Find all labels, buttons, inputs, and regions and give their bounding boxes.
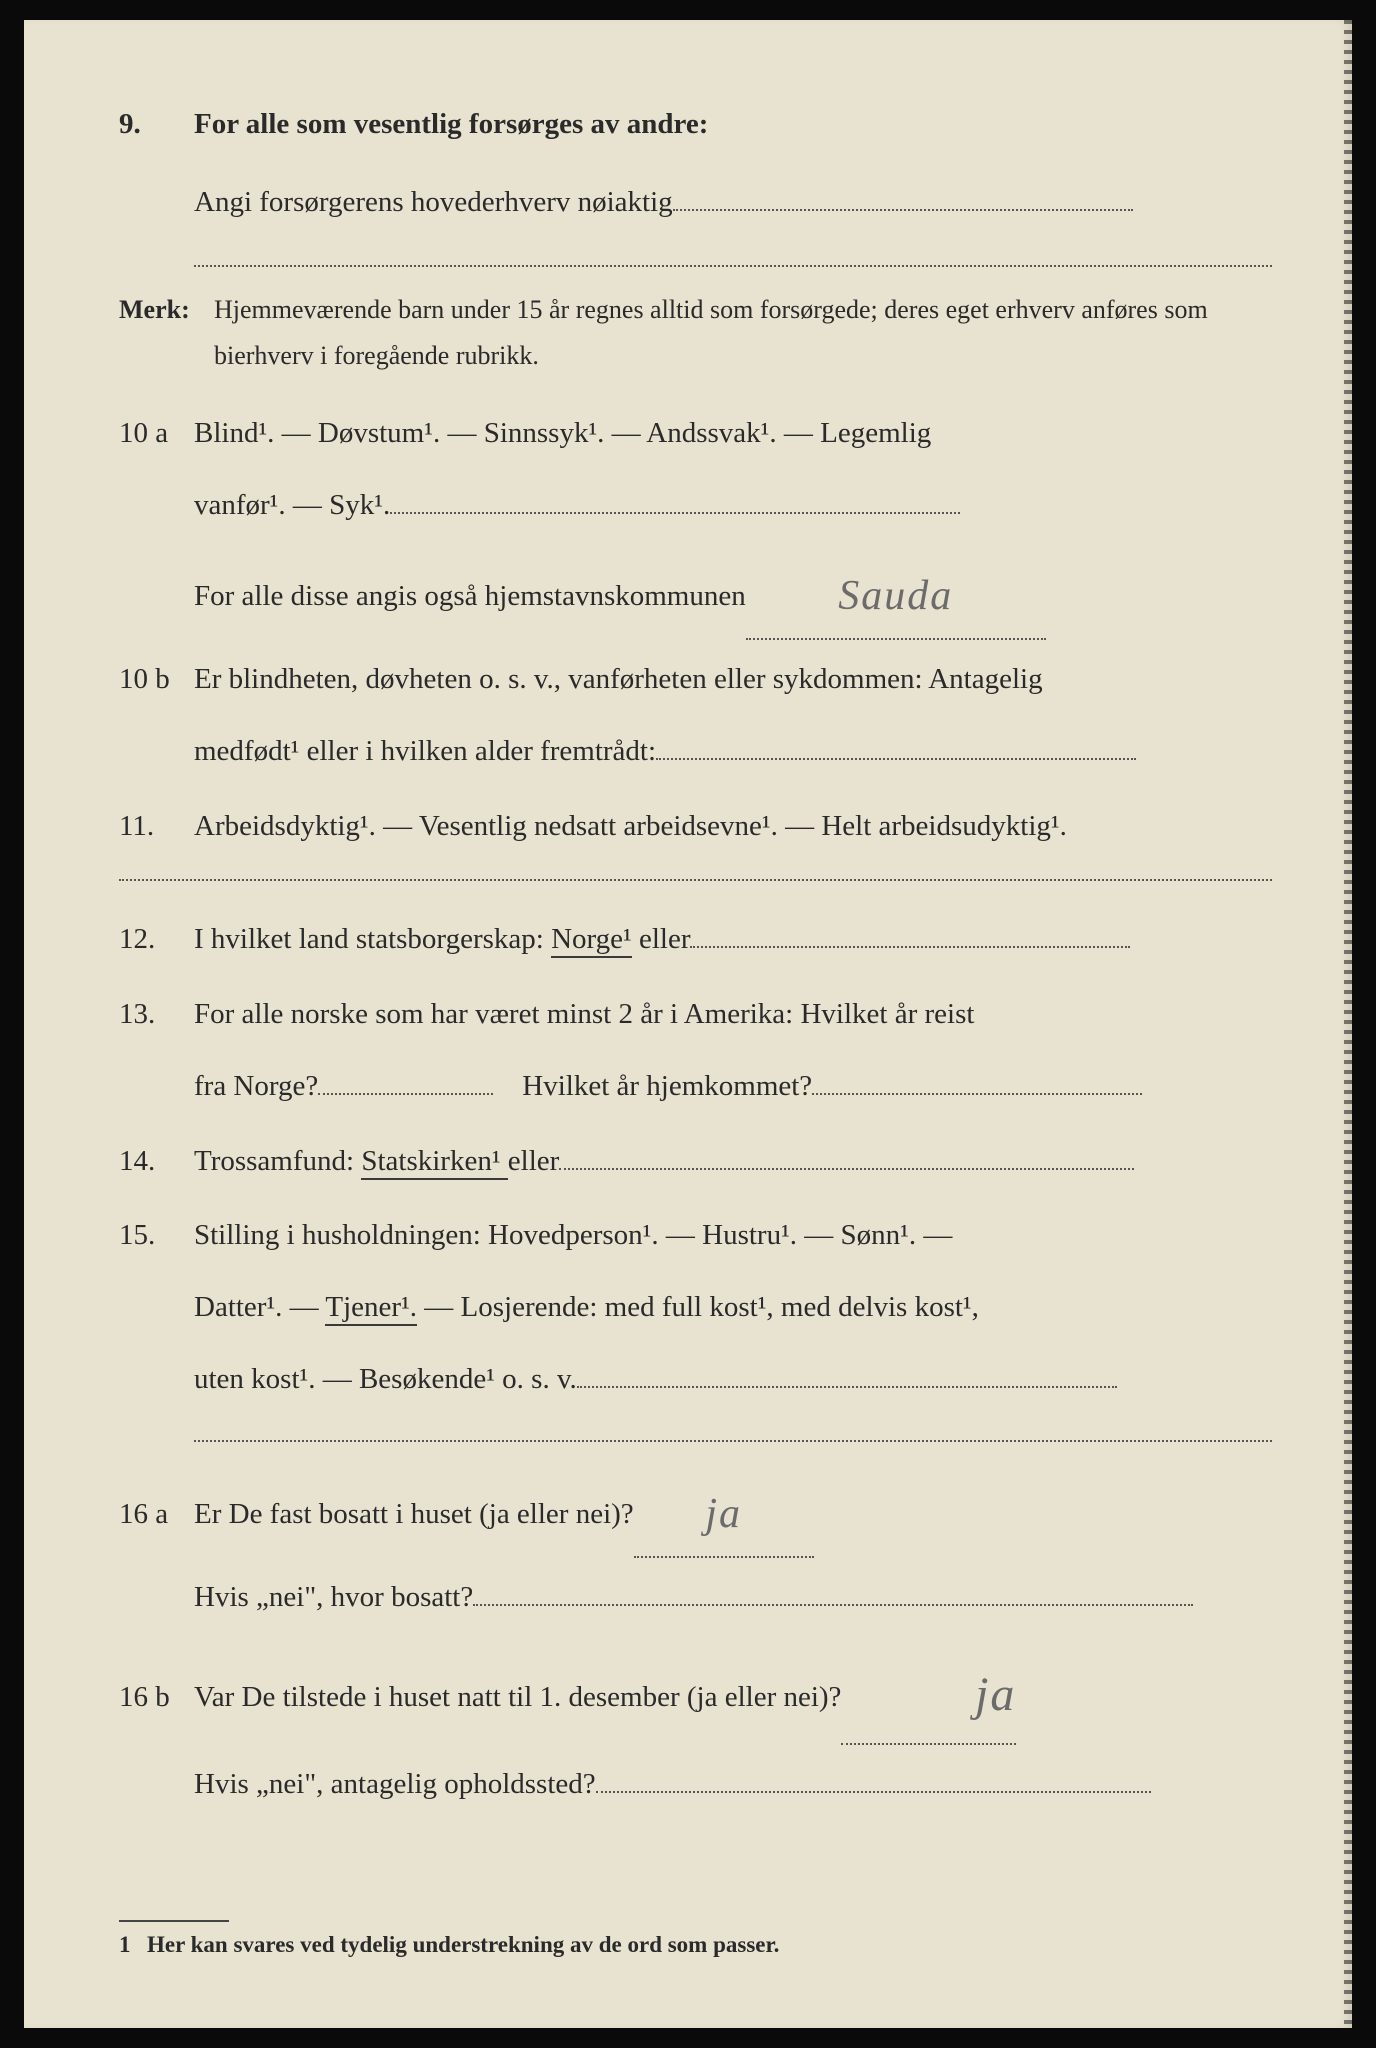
q15-line3: uten kost¹. — Besøkende¹ o. s. v. [119,1348,1272,1412]
q13-text2a: fra Norge? [194,1070,318,1102]
q15-number: 15. [119,1204,194,1268]
q13-line1: 13. For alle norske som har været minst … [119,983,1272,1047]
q15-text2a: Datter¹. — [194,1291,325,1323]
fill-line [390,512,960,514]
document-page: 9. For alle som vesentlig forsørges av a… [24,20,1352,2028]
q15-text3: uten kost¹. — Besøkende¹ o. s. v. [194,1363,577,1395]
q10a-line1: 10 a Blind¹. — Døvstum¹. — Sinnssyk¹. — … [119,402,1272,466]
q13-text1: For alle norske som har været minst 2 år… [194,983,1272,1047]
footnote: 1Her kan svares ved tydelig understrekni… [119,1920,1272,1958]
fill-line [812,1093,1142,1095]
q13-line2: fra Norge? Hvilket år hjemkommet? [119,1055,1272,1119]
q9-number: 9. [119,90,194,160]
q9-text: For alle som vesentlig forsørges av andr… [194,90,1272,160]
handwritten-answer: ja [975,1642,1016,1748]
section-divider [119,879,1272,881]
q10a-number: 10 a [119,402,194,466]
handwritten-answer: ja [705,1468,742,1560]
q16a-number: 16 a [119,1483,194,1547]
footnote-rule [119,1920,229,1922]
merk-note: Merk: Hjemmeværende barn under 15 år reg… [119,287,1272,378]
fill-line [473,1604,1193,1606]
q16b-line2: Hvis „nei", antagelig opholdssted? [119,1753,1272,1817]
merk-text: Hjemmeværende barn under 15 år regnes al… [214,287,1272,378]
q12-post: eller [632,923,691,955]
q14-post: eller [508,1145,560,1177]
q14-pre: Trossamfund: [194,1145,361,1177]
q10a-text2: vanfør¹. — Syk¹. [194,489,390,521]
q11: 11. Arbeidsdyktig¹. — Vesentlig nedsatt … [119,792,1272,862]
q16a-line1: 16 a Er De fast bosatt i huset (ja eller… [119,1464,1272,1558]
fill-line: ja [634,1464,814,1558]
q10a-line3: For alle disse angis også hjemstavnskomm… [119,546,1272,640]
deckle-edge [1344,20,1356,2028]
fill-line [318,1093,493,1095]
footnote-marker: 1 [119,1932,147,1958]
q10b-line1: 10 b Er blindheten, døvheten o. s. v., v… [119,648,1272,712]
q12-pre: I hvilket land statsborgerskap: [194,923,551,955]
q11-text: Arbeidsdyktig¹. — Vesentlig nedsatt arbe… [194,792,1272,862]
fill-line [577,1386,1117,1388]
q9-line2-pre: Angi forsørgerens hovederhverv nøiaktig [194,186,673,218]
q10b-line2: medfødt¹ eller i hvilken alder fremtrådt… [119,720,1272,784]
q14-underlined: Statskirken¹ [361,1145,507,1180]
q10a-text1: Blind¹. — Døvstum¹. — Sinnssyk¹. — Andss… [194,402,1272,466]
q9-line1: 9. For alle som vesentlig forsørges av a… [119,90,1272,160]
q16b-line1: 16 b Var De tilstede i huset natt til 1.… [119,1638,1272,1746]
q16a-line2: Hvis „nei", hvor bosatt? [119,1566,1272,1630]
fill-line [596,1791,1151,1793]
q16a-text2: Hvis „nei", hvor bosatt? [194,1581,473,1613]
q13-text2b: Hvilket år hjemkommet? [522,1070,812,1102]
fill-line [673,209,1133,211]
fill-line [559,1168,1134,1170]
q9-line2: Angi forsørgerens hovederhverv nøiaktig [119,168,1272,238]
q15-underlined: Tjener¹. [325,1291,417,1326]
q15-text1: Stilling i husholdningen: Hovedperson¹. … [194,1204,1272,1268]
q12-number: 12. [119,905,194,975]
fill-line [690,946,1130,948]
q14-number: 14. [119,1127,194,1197]
q10b-number: 10 b [119,648,194,712]
handwritten-answer: Sauda [838,550,953,642]
q16b-text2: Hvis „nei", antagelig opholdssted? [194,1768,596,1800]
q10b-text2: medfødt¹ eller i hvilken alder fremtrådt… [194,735,656,767]
q15-text2b: — Losjerende: med full kost¹, med delvis… [417,1291,979,1323]
q14: 14. Trossamfund: Statskirken¹ eller [119,1127,1272,1197]
merk-label: Merk: [119,287,214,333]
q13-number: 13. [119,983,194,1047]
q12: 12. I hvilket land statsborgerskap: Norg… [119,905,1272,975]
q10b-text1: Er blindheten, døvheten o. s. v., vanfør… [194,648,1272,712]
fill-line: Sauda [746,546,1046,640]
q11-number: 11. [119,792,194,862]
q16a-text1: Er De fast bosatt i huset (ja eller nei)… [194,1498,634,1530]
q10a-text3: For alle disse angis også hjemstavnskomm… [194,580,746,612]
q10a-line2: vanfør¹. — Syk¹. [119,474,1272,538]
q16b-text1: Var De tilstede i huset natt til 1. dese… [194,1681,841,1713]
q15-line1: 15. Stilling i husholdningen: Hovedperso… [119,1204,1272,1268]
q16b-number: 16 b [119,1666,194,1730]
footnote-text: Her kan svares ved tydelig understreknin… [147,1932,779,1957]
q15-line2: Datter¹. — Tjener¹. — Losjerende: med fu… [119,1276,1272,1340]
fill-line-full [194,265,1272,267]
fill-line [656,758,1136,760]
fill-line: ja [841,1638,1016,1746]
q12-underlined: Norge¹ [551,923,632,958]
